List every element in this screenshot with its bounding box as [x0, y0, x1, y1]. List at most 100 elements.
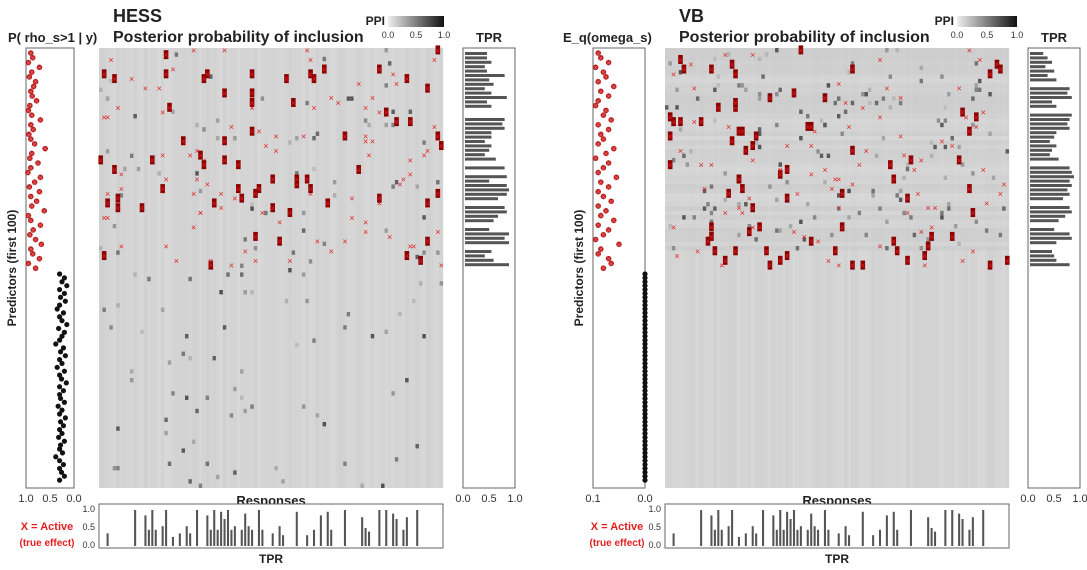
heatmap-active-cell [222, 136, 227, 146]
heatmap-cell [929, 140, 934, 145]
heatmap-column [298, 48, 303, 488]
active-marker: × [222, 45, 227, 55]
right-tpr-bar [465, 236, 505, 240]
active-marker: × [678, 55, 683, 65]
heatmap-column [695, 48, 700, 488]
side-plot-active-point [25, 212, 32, 219]
bottom-tpr-bar [958, 513, 961, 546]
heatmap-active-cell [667, 112, 673, 122]
active-marker: × [764, 246, 769, 256]
active-marker: × [836, 203, 841, 213]
heatmap-row [665, 162, 1009, 167]
heatmap-column [167, 48, 172, 488]
heatmap-active-cell [253, 231, 258, 241]
heatmap-cell [785, 180, 789, 185]
heatmap-cell [387, 61, 392, 66]
heatmap-cell [905, 166, 910, 172]
side-plot-null-point [64, 321, 70, 328]
side-plot-active-mark: × [606, 183, 611, 192]
heatmap-cell [181, 351, 185, 356]
heatmap-cell [1005, 149, 1009, 154]
active-marker: × [750, 141, 755, 151]
heatmap-active-cell [256, 184, 262, 194]
heatmap-row [665, 166, 1009, 172]
heatmap-active-cell [667, 160, 673, 170]
heatmap-cell [312, 166, 316, 172]
active-marker: × [384, 108, 389, 118]
heatmap-cell [778, 162, 782, 167]
right-tpr-bar [1030, 140, 1050, 143]
side-plot-tick: 0.0 [66, 493, 81, 505]
heatmap-active-cell [850, 145, 855, 155]
side-plot-active-mark: × [601, 135, 606, 144]
side-plot-null-point [642, 450, 648, 456]
side-plot-null-point [642, 368, 648, 374]
heatmap-column [947, 48, 951, 488]
heatmap-column [854, 48, 858, 488]
active-marker: × [705, 237, 710, 247]
side-plot-null-point [642, 399, 648, 405]
heatmap-active-cell [757, 222, 762, 232]
side-plot-active-mark: × [606, 59, 611, 68]
active-marker: × [981, 165, 986, 175]
active-marker: × [401, 175, 406, 185]
active-marker: × [778, 256, 783, 266]
heatmap-column [277, 48, 282, 488]
heatmap-cell [702, 206, 707, 211]
active-marker: × [311, 103, 316, 113]
side-plot-active-point [37, 117, 44, 123]
bottom-tpr-bar [233, 526, 236, 546]
heatmap-cell [360, 483, 364, 488]
heatmap-column [191, 48, 196, 488]
side-plot-null-point [57, 286, 63, 293]
heatmap-active-cell [839, 222, 845, 232]
heatmap-cell [301, 272, 306, 277]
active-marker: × [363, 131, 368, 141]
active-marker: × [850, 261, 855, 271]
heatmap-row [665, 241, 1009, 246]
bottom-tpr-bar [878, 529, 882, 546]
heatmap-row [665, 70, 1009, 75]
heatmap-cell [99, 246, 103, 251]
heatmap-cell [675, 87, 679, 92]
heatmap-active-cell [709, 231, 714, 241]
heatmap-cell [740, 83, 745, 88]
side-plot-null-point [642, 391, 648, 398]
side-plot-null-point [64, 283, 70, 289]
heatmap-cell [833, 100, 837, 106]
heatmap-column [812, 48, 817, 488]
active-marker: × [287, 256, 292, 266]
active-marker: × [163, 69, 168, 79]
heatmap-column [892, 48, 896, 488]
heatmap-cell [408, 109, 413, 114]
right-tpr-bar [1030, 104, 1057, 108]
heatmap-active-cell [678, 117, 683, 127]
active-marker: × [425, 237, 430, 247]
side-plot-active-mark: × [30, 92, 35, 101]
active-marker: × [967, 184, 972, 194]
heatmap-column [751, 48, 755, 488]
heatmap-cell [281, 479, 285, 484]
side-plot-active-point [611, 217, 617, 224]
side-plot-active-point [38, 241, 45, 248]
side-plot-active-mark: × [34, 97, 39, 106]
side-plot-null-point [642, 298, 648, 304]
right-tpr-bar [1030, 170, 1072, 174]
side-plot-null-point [642, 380, 648, 386]
heatmap-cell [971, 122, 975, 128]
bottom-tpr-bar [385, 510, 388, 546]
heatmap-cell [422, 334, 426, 339]
side-plot-null-point [60, 461, 67, 468]
side-plot-null-point [642, 384, 648, 390]
bottom-tpr-bar [261, 529, 264, 546]
heatmap-column [205, 48, 210, 488]
right-tpr-bar [1030, 56, 1048, 60]
side-plot-null-point [642, 279, 648, 285]
side-plot-null-point [56, 325, 62, 332]
active-marker: × [287, 208, 292, 218]
heatmap-cell [933, 144, 937, 150]
heatmap-column [126, 48, 131, 488]
right-tpr-bar [1030, 135, 1055, 139]
heatmap-column [326, 48, 330, 488]
heatmap-column [150, 48, 155, 488]
